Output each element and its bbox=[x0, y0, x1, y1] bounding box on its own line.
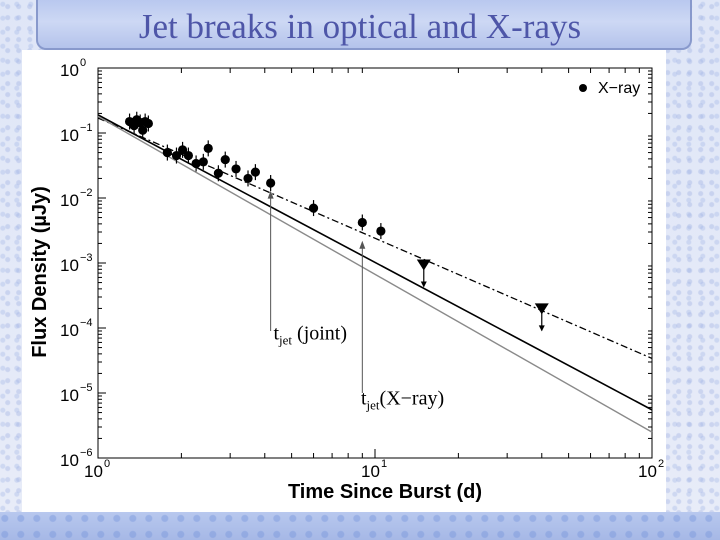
data-point bbox=[266, 178, 276, 188]
data-point bbox=[198, 157, 208, 167]
x-tick-exponent: 0 bbox=[104, 458, 110, 470]
y-tick-label: 10 bbox=[60, 321, 79, 340]
y-tick-exponent: −5 bbox=[80, 382, 93, 394]
arrowhead-tjet-xray bbox=[359, 240, 366, 249]
legend-label: X−ray bbox=[598, 80, 640, 97]
annotations: tjet (joint) tjet(X−ray) bbox=[267, 190, 444, 413]
x-axis-label: Time Since Burst (d) bbox=[288, 481, 482, 503]
y-tick-exponent: −4 bbox=[80, 317, 93, 329]
x-tick-exponent: 1 bbox=[381, 458, 387, 470]
x-tick-label: 10 bbox=[84, 462, 103, 481]
y-tick-label: 10 bbox=[60, 126, 79, 145]
slide-title: Jet breaks in optical and X-rays bbox=[138, 7, 582, 46]
y-tick-exponent: 0 bbox=[80, 57, 86, 69]
upper-limit-arrowhead bbox=[538, 325, 545, 332]
y-tick-label: 10 bbox=[60, 191, 79, 210]
y-tick-label: 10 bbox=[60, 61, 79, 80]
x-tick-label: 10 bbox=[361, 462, 380, 481]
fit-line-optical-fit bbox=[97, 115, 653, 433]
y-tick-label: 10 bbox=[60, 256, 79, 275]
data-point bbox=[357, 217, 367, 228]
data-point bbox=[231, 164, 241, 174]
y-tick-exponent: −2 bbox=[80, 187, 93, 199]
label-tjet-xray: tjet(X−ray) bbox=[361, 388, 444, 413]
y-tick-label: 10 bbox=[60, 451, 79, 470]
y-axis-label: Flux Density (µJy) bbox=[29, 186, 51, 358]
legend-marker bbox=[579, 84, 587, 92]
data-point bbox=[171, 150, 182, 161]
data-point bbox=[177, 145, 188, 155]
x-tick-exponent: 2 bbox=[658, 458, 664, 470]
label-tjet-joint: tjet (joint) bbox=[273, 322, 347, 347]
data-point bbox=[308, 203, 319, 213]
axis-ticks: 10 0 10 1 10 210 010 −110 −210 −310 −410 −510 −6 bbox=[60, 57, 664, 481]
fit-lines bbox=[97, 114, 653, 433]
legend: X−ray bbox=[579, 80, 640, 97]
data-point bbox=[203, 143, 213, 153]
fit-line-joint-fit bbox=[97, 114, 653, 411]
data-points bbox=[124, 111, 549, 332]
data-point bbox=[162, 147, 172, 158]
data-point bbox=[183, 150, 193, 161]
upper-limit-arrowhead bbox=[420, 281, 427, 288]
title-bar bbox=[36, 0, 692, 50]
upper-limit-marker bbox=[534, 303, 549, 315]
y-tick-label: 10 bbox=[60, 386, 79, 405]
data-point bbox=[191, 158, 201, 169]
data-point bbox=[250, 167, 260, 177]
data-point bbox=[376, 226, 386, 236]
data-point bbox=[243, 173, 253, 184]
arrowhead-tjet-joint bbox=[267, 190, 274, 199]
upper-limit-marker bbox=[416, 259, 431, 271]
data-point bbox=[213, 168, 223, 178]
y-tick-exponent: −1 bbox=[80, 122, 93, 134]
y-tick-exponent: −6 bbox=[80, 447, 93, 459]
y-tick-exponent: −3 bbox=[80, 252, 93, 264]
footer-band bbox=[0, 512, 720, 540]
x-tick-label: 10 bbox=[638, 462, 657, 481]
data-point bbox=[143, 118, 153, 129]
data-point bbox=[220, 154, 230, 165]
